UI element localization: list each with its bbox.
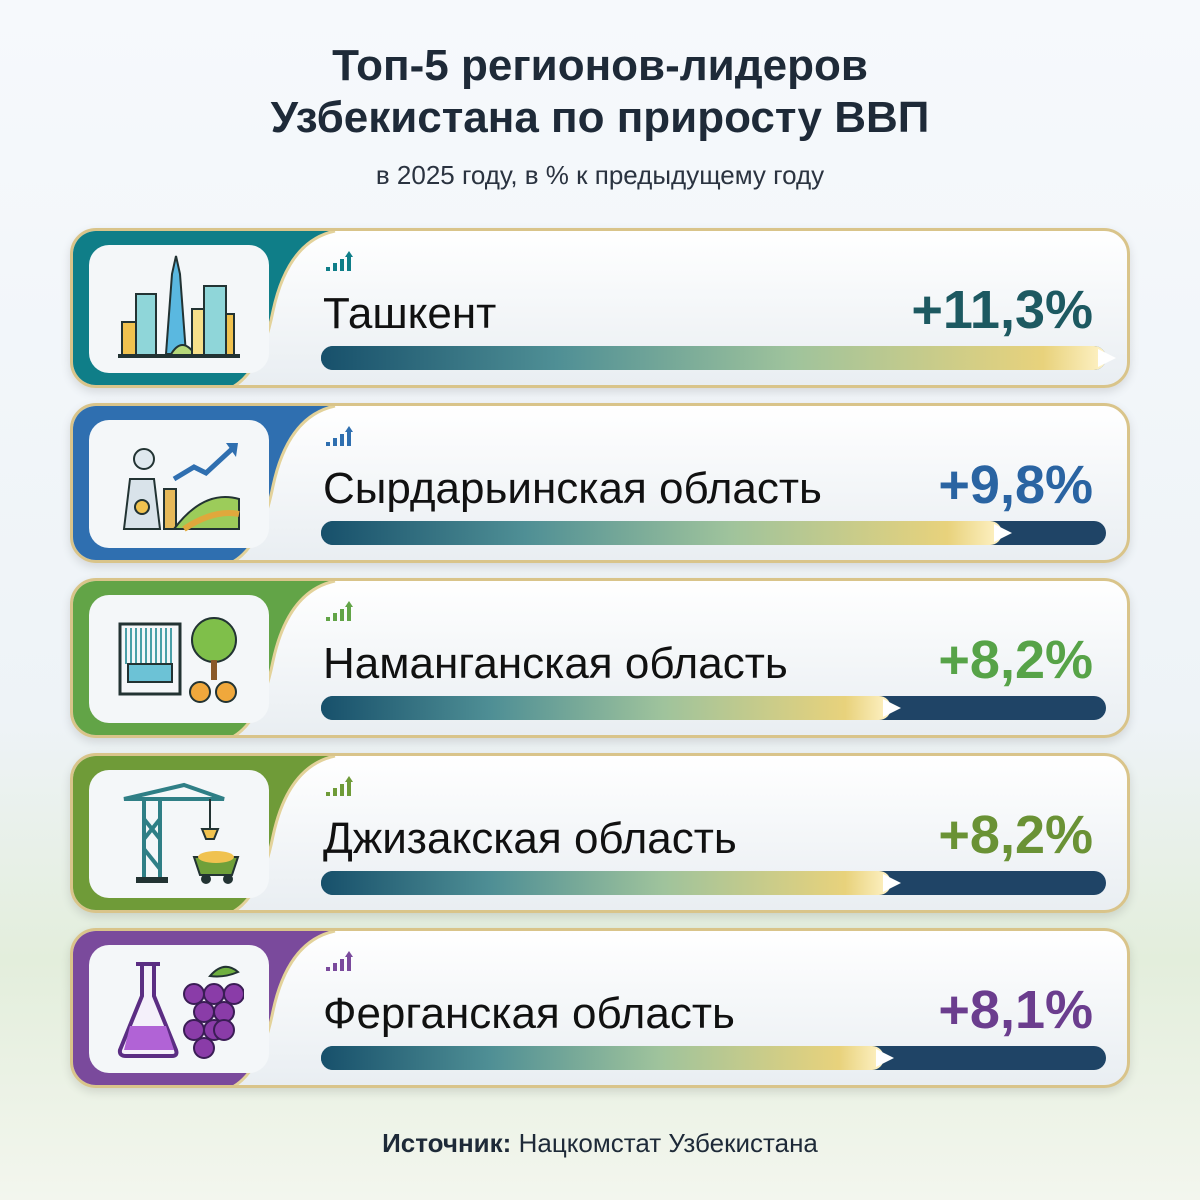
region-bar-card: Ферганская область +8,1% <box>70 928 1130 1088</box>
subtitle: в 2025 году, в % к предыдущему году <box>375 160 825 190</box>
bar-fill <box>321 346 1116 370</box>
bar-chart-up-icon <box>325 601 355 628</box>
bar-track <box>321 696 1106 720</box>
region-name: Сырдарьинская область <box>323 464 822 513</box>
bar-chart-up-icon <box>325 776 355 803</box>
bar-track <box>321 1046 1106 1070</box>
bar-track <box>321 346 1116 370</box>
bar-fill <box>321 521 1012 545</box>
bar-chart-up-icon <box>325 251 355 278</box>
flask-grapes-icon <box>89 945 269 1073</box>
page-title: Топ-5 регионов-лидеров Узбекистана по пр… <box>0 40 1200 144</box>
crane-mine-cart-icon <box>89 770 269 898</box>
arrow-icon <box>1098 349 1116 367</box>
bar-track <box>321 871 1106 895</box>
growth-value: +8,2% <box>938 805 1093 865</box>
bar-fill <box>321 1046 894 1070</box>
arrow-icon <box>875 1049 894 1067</box>
region-name: Наманганская область <box>323 639 788 688</box>
bar-chart-up-icon <box>325 951 355 978</box>
growth-value: +11,3% <box>911 280 1093 340</box>
region-bar-card: Сырдарьинская область +9,8% <box>70 403 1130 563</box>
growth-value: +9,8% <box>938 455 1093 515</box>
title-line-2: Узбекистана по приросту ВВП <box>270 93 930 142</box>
arrow-icon <box>882 874 901 892</box>
region-bar-card: Ташкент +11,3% <box>70 228 1130 388</box>
region-name: Ташкент <box>323 289 497 338</box>
growth-value: +8,1% <box>938 980 1093 1040</box>
arrow-icon <box>993 524 1012 542</box>
loom-fruit-tree-icon <box>89 595 269 723</box>
bar-track <box>321 521 1106 545</box>
source-label: Источник: <box>382 1128 512 1158</box>
region-name: Джизакская область <box>323 814 737 863</box>
bar-chart-up-icon <box>325 426 355 453</box>
source-note: Источник: Нацкомстат Узбекистана <box>0 1128 1200 1159</box>
bar-fill <box>321 871 901 895</box>
region-name: Ферганская область <box>323 989 735 1038</box>
arrow-icon <box>882 699 901 717</box>
growth-value: +8,2% <box>938 630 1093 690</box>
city-skyline-icon <box>89 245 269 373</box>
bar-fill <box>321 696 901 720</box>
title-line-1: Топ-5 регионов-лидеров <box>332 41 868 90</box>
source-value: Нацкомстат Узбекистана <box>518 1128 818 1158</box>
region-bar-card: Наманганская область +8,2% <box>70 578 1130 738</box>
region-bar-card: Джизакская область +8,2% <box>70 753 1130 913</box>
power-plant-farm-icon <box>89 420 269 548</box>
